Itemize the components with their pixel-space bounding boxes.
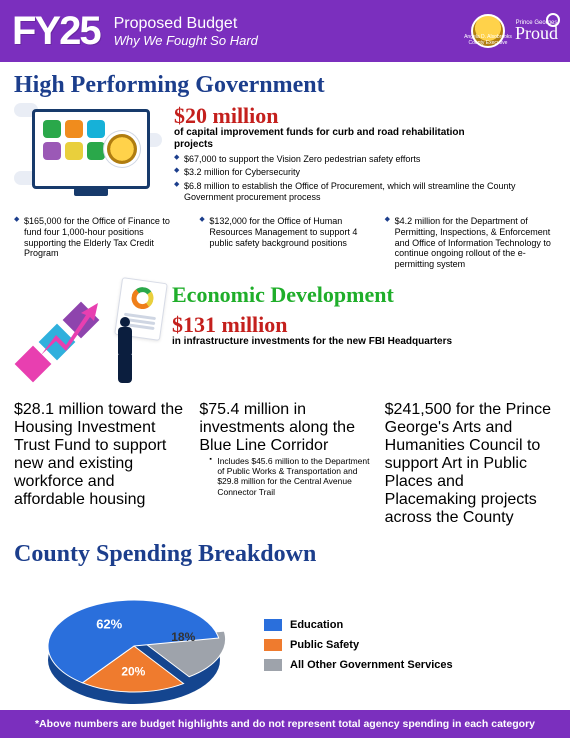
header-subtitle: Why We Fought So Hard xyxy=(114,33,258,48)
hpg-bullet: $67,000 to support the Vision Zero pedes… xyxy=(174,154,556,165)
header-titles: Proposed Budget Why We Fought So Hard xyxy=(114,15,258,48)
hpg-col-item: $4.2 million for the Department of Permi… xyxy=(385,216,556,270)
svg-text:18%: 18% xyxy=(171,630,195,644)
header-title: Proposed Budget xyxy=(114,15,258,33)
executive-name: Angela D. Alsobrooks County Executive xyxy=(464,34,512,46)
hpg-title: High Performing Government xyxy=(14,72,556,99)
fy-badge: FY25 xyxy=(12,11,100,51)
eco-col-item: $75.4 million in investments along the B… xyxy=(199,401,370,455)
hpg-bullet: $6.8 million to establish the Office of … xyxy=(174,181,556,204)
hpg-bullets: $67,000 to support the Vision Zero pedes… xyxy=(174,154,556,203)
eco-col-item: $241,500 for the Prince George's Arts an… xyxy=(385,401,556,527)
hpg-capital-block: $20 million of capital improvement funds… xyxy=(174,103,556,208)
breakdown-title: County Spending Breakdown xyxy=(14,541,556,568)
pie-legend: Education Public Safety All Other Govern… xyxy=(264,619,453,679)
svg-text:20%: 20% xyxy=(121,664,145,678)
legend-item: Education xyxy=(264,619,453,631)
legend-item: All Other Government Services xyxy=(264,659,453,671)
page-content: High Performing Government $20 million o… xyxy=(0,62,570,724)
eco-col-sub: Includes $45.6 million to the Department… xyxy=(209,456,370,497)
legend-swatch-icon xyxy=(264,639,282,651)
legend-label: Public Safety xyxy=(290,639,359,651)
header-logos: Angela D. Alsobrooks County Executive Pr… xyxy=(471,14,558,48)
proud-logo-icon: Prince Georges Proud xyxy=(515,21,558,40)
hpg-row: $20 million of capital improvement funds… xyxy=(14,103,556,208)
legend-swatch-icon xyxy=(264,659,282,671)
hpg-bullet: $3.2 million for Cybersecurity xyxy=(174,167,556,178)
footer-note: *Above numbers are budget highlights and… xyxy=(0,710,570,738)
eco-illustration-icon xyxy=(14,280,164,395)
svg-text:62%: 62% xyxy=(96,616,122,631)
legend-label: All Other Government Services xyxy=(290,659,453,671)
hpg-col-item: $132,000 for the Office of Human Resourc… xyxy=(199,216,370,248)
eco-title: Economic Development xyxy=(172,282,556,308)
hpg-col-item: $165,000 for the Office of Finance to fu… xyxy=(14,216,185,259)
eco-amount: $131 million xyxy=(172,312,556,338)
legend-label: Education xyxy=(290,619,343,631)
legend-swatch-icon xyxy=(264,619,282,631)
eco-block: Economic Development $131 million in inf… xyxy=(172,280,556,347)
eco-row: Economic Development $131 million in inf… xyxy=(14,280,556,395)
eco-col-item: $28.1 million toward the Housing Investm… xyxy=(14,401,185,509)
eco-col-sub-item: Includes $45.6 million to the Department… xyxy=(209,456,370,497)
pie-wrap: 62% 20% 18% Education Public Safety All … xyxy=(14,574,556,724)
header-bar: FY25 Proposed Budget Why We Fought So Ha… xyxy=(0,0,570,62)
pie-chart: 62% 20% 18% xyxy=(14,574,254,724)
hpg-illustration-icon xyxy=(14,103,166,208)
eco-amount-sub: in infrastructure investments for the ne… xyxy=(172,336,556,347)
legend-item: Public Safety xyxy=(264,639,453,651)
eco-columns: $28.1 million toward the Housing Investm… xyxy=(14,401,556,527)
hpg-amount-sub: of capital improvement funds for curb an… xyxy=(174,127,494,150)
hpg-amount: $20 million xyxy=(174,103,556,129)
hpg-columns: $165,000 for the Office of Finance to fu… xyxy=(14,216,556,270)
